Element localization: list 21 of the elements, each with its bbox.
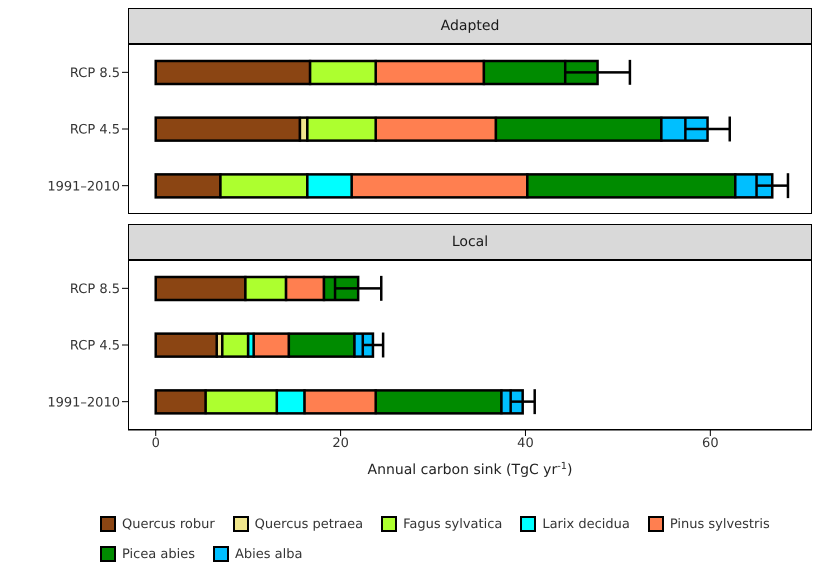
x-tick-label: 0 [152, 436, 160, 452]
x-tick-label: 20 [332, 436, 349, 452]
legend-label: Picea abies [122, 546, 196, 562]
y-tick-label: 1991–2010 [47, 179, 120, 194]
legend-label: Abies alba [235, 546, 302, 562]
x-tick-label: 40 [517, 436, 534, 452]
x-axis-title: Annual carbon sink (TgC yr$^{-1}$) [368, 460, 572, 478]
y-tick-label: RCP 4.5 [70, 122, 120, 138]
chart-title: Local [128, 224, 812, 260]
chart-title: Adapted [128, 8, 812, 44]
y-tick-label: RCP 8.5 [70, 282, 120, 297]
legend-label: Quercus petraea [254, 516, 364, 532]
y-tick-label: 1991–2010 [47, 395, 120, 410]
legend-label: Fagus sylvatica [403, 516, 502, 532]
x-tick-label: 60 [702, 436, 719, 452]
bar [154, 332, 218, 358]
y-tick-label: RCP 8.5 [70, 66, 120, 81]
legend-label: Quercus robur [122, 516, 215, 532]
legend-label: Pinus sylvestris [670, 516, 770, 532]
legend-label: Larix decidua [542, 516, 630, 532]
y-tick-label: RCP 4.5 [70, 338, 120, 354]
